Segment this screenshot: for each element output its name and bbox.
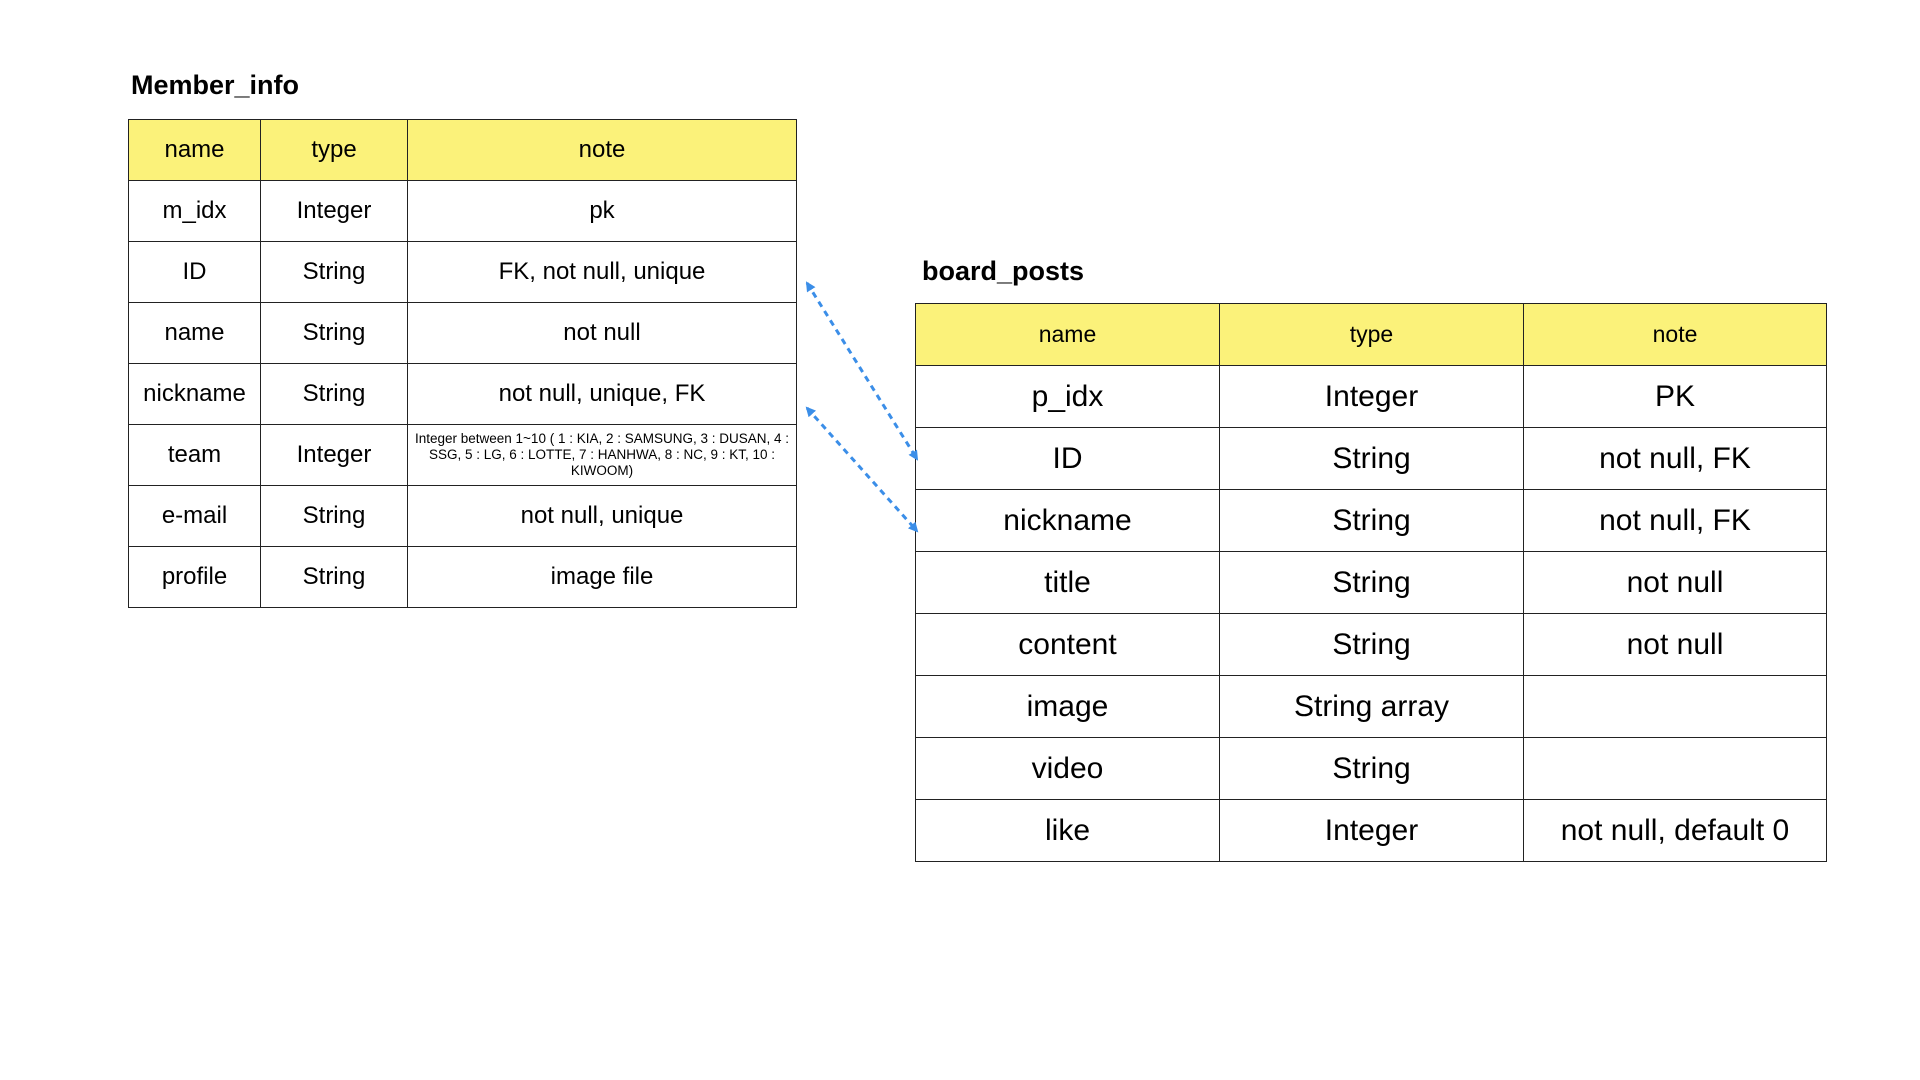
field-name-cell: p_idx bbox=[915, 365, 1220, 428]
table-row: team Integer Integer between 1~10 ( 1 : … bbox=[128, 424, 797, 486]
field-note-cell: not null bbox=[1523, 613, 1827, 676]
field-name-cell: like bbox=[915, 799, 1220, 862]
field-name-cell: nickname bbox=[128, 363, 261, 425]
member-info-title: Member_info bbox=[131, 70, 300, 100]
field-type-cell: Integer bbox=[260, 180, 408, 242]
field-name-cell: ID bbox=[915, 427, 1220, 490]
table-row: name String not null bbox=[128, 302, 797, 364]
field-note-cell: pk bbox=[407, 180, 797, 242]
board-posts-title: board_posts bbox=[922, 256, 1085, 286]
board-posts-table: name type note p_idx Integer PK ID Strin… bbox=[915, 303, 1827, 862]
board-posts-header-row: name type note bbox=[915, 303, 1827, 366]
field-name-cell: m_idx bbox=[128, 180, 261, 242]
field-name-cell: video bbox=[915, 737, 1220, 800]
field-type-cell: String bbox=[260, 363, 408, 425]
table-row: profile String image file bbox=[128, 546, 797, 608]
field-type-cell: Integer bbox=[260, 424, 408, 486]
field-type-cell: String bbox=[1219, 551, 1524, 614]
table-row: p_idx Integer PK bbox=[915, 365, 1827, 428]
table-row: ID String not null, FK bbox=[915, 427, 1827, 490]
field-type-cell: String bbox=[260, 302, 408, 364]
field-type-cell: String bbox=[1219, 613, 1524, 676]
field-note-cell: not null bbox=[407, 302, 797, 364]
table-row: title String not null bbox=[915, 551, 1827, 614]
field-type-cell: String bbox=[260, 241, 408, 303]
relation-arrow-id bbox=[805, 281, 919, 461]
field-note-cell: not null, unique, FK bbox=[407, 363, 797, 425]
field-note-cell: PK bbox=[1523, 365, 1827, 428]
table-row: nickname String not null, unique, FK bbox=[128, 363, 797, 425]
field-note-cell: Integer between 1~10 ( 1 : KIA, 2 : SAMS… bbox=[407, 424, 797, 486]
field-name-cell: e-mail bbox=[128, 485, 261, 547]
table-row: ID String FK, not null, unique bbox=[128, 241, 797, 303]
table-row: nickname String not null, FK bbox=[915, 489, 1827, 552]
field-name-cell: nickname bbox=[915, 489, 1220, 552]
field-type-cell: Integer bbox=[1219, 799, 1524, 862]
field-name-cell: content bbox=[915, 613, 1220, 676]
relation-arrow-nickname bbox=[805, 406, 919, 533]
header-cell-type: type bbox=[260, 119, 408, 181]
member-info-table: name type note m_idx Integer pk ID Strin… bbox=[128, 119, 797, 608]
table-row: e-mail String not null, unique bbox=[128, 485, 797, 547]
field-type-cell: String bbox=[1219, 427, 1524, 490]
field-name-cell: team bbox=[128, 424, 261, 486]
field-name-cell: image bbox=[915, 675, 1220, 738]
field-type-cell: String bbox=[1219, 489, 1524, 552]
header-cell-note: note bbox=[1523, 303, 1827, 366]
field-name-cell: title bbox=[915, 551, 1220, 614]
field-type-cell: String bbox=[260, 485, 408, 547]
header-cell-type: type bbox=[1219, 303, 1524, 366]
table-row: video String bbox=[915, 737, 1827, 800]
header-cell-name: name bbox=[128, 119, 261, 181]
field-note-cell: not null, FK bbox=[1523, 489, 1827, 552]
field-note-cell: not null bbox=[1523, 551, 1827, 614]
member-info-header-row: name type note bbox=[128, 119, 797, 181]
field-note-cell bbox=[1523, 675, 1827, 738]
field-name-cell: name bbox=[128, 302, 261, 364]
field-type-cell: String array bbox=[1219, 675, 1524, 738]
header-cell-name: name bbox=[915, 303, 1220, 366]
field-note-cell: not null, unique bbox=[407, 485, 797, 547]
field-type-cell: String bbox=[1219, 737, 1524, 800]
field-note-cell: not null, default 0 bbox=[1523, 799, 1827, 862]
field-type-cell: String bbox=[260, 546, 408, 608]
field-type-cell: Integer bbox=[1219, 365, 1524, 428]
table-row: m_idx Integer pk bbox=[128, 180, 797, 242]
header-cell-note: note bbox=[407, 119, 797, 181]
field-note-cell bbox=[1523, 737, 1827, 800]
field-name-cell: profile bbox=[128, 546, 261, 608]
table-row: content String not null bbox=[915, 613, 1827, 676]
field-name-cell: ID bbox=[128, 241, 261, 303]
field-note-cell: not null, FK bbox=[1523, 427, 1827, 490]
table-row: image String array bbox=[915, 675, 1827, 738]
field-note-cell: image file bbox=[407, 546, 797, 608]
field-note-cell: FK, not null, unique bbox=[407, 241, 797, 303]
table-row: like Integer not null, default 0 bbox=[915, 799, 1827, 862]
